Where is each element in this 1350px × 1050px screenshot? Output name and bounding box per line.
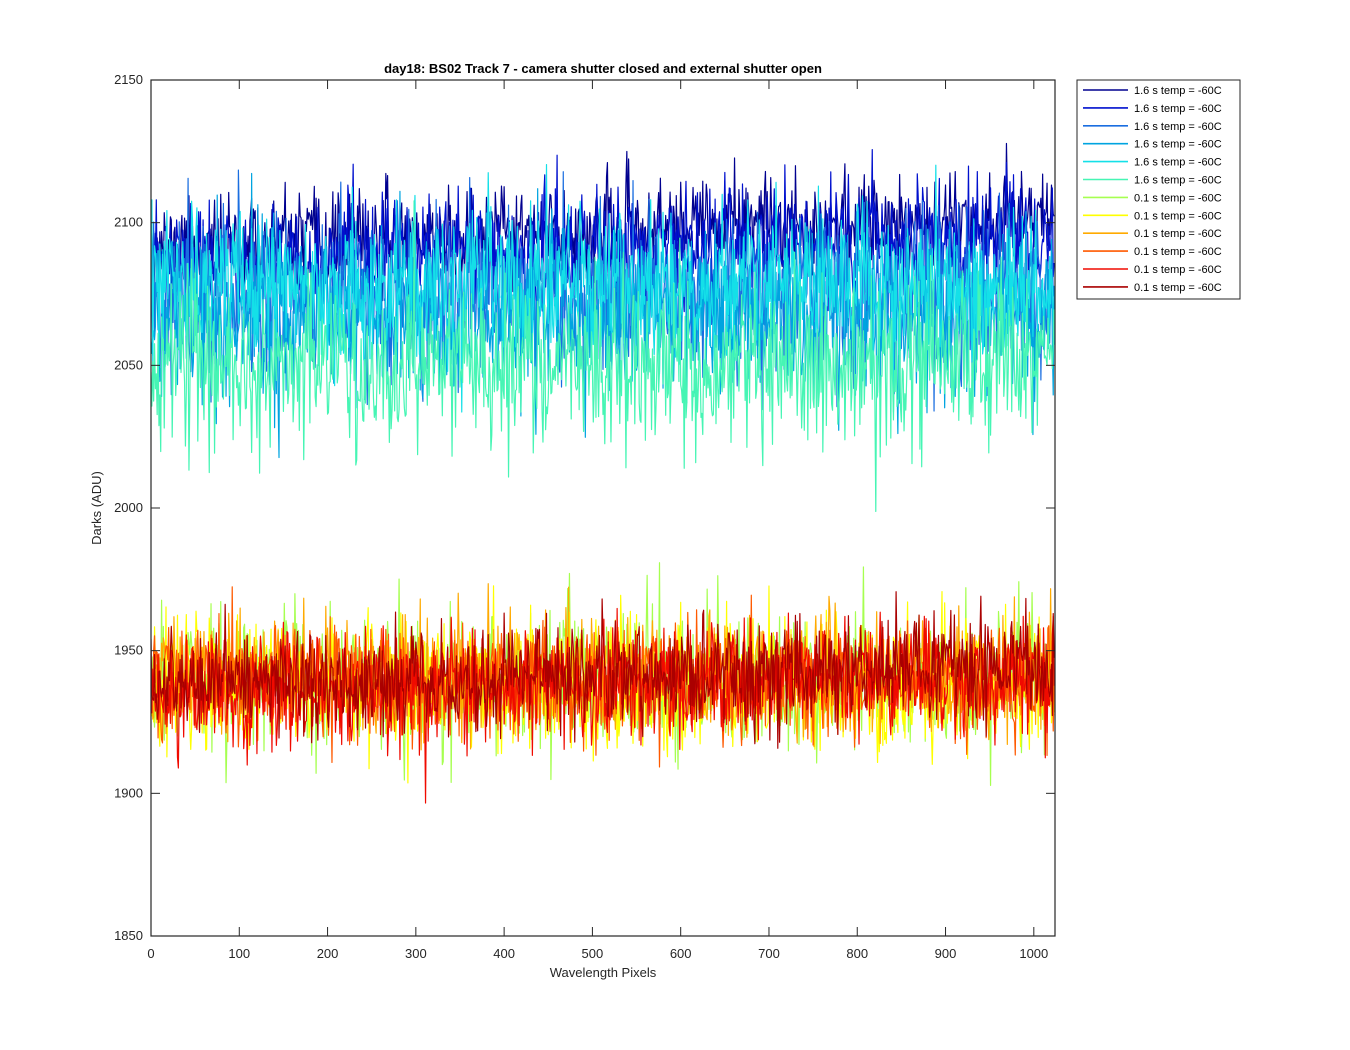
legend-label-10: 0.1 s temp = -60C	[1134, 246, 1222, 258]
legend-label-9: 0.1 s temp = -60C	[1134, 228, 1222, 240]
y-tick-label: 2050	[114, 357, 143, 372]
y-axis: 1850 1900 1950 2000 2050 2100 2150	[114, 72, 1055, 943]
plot-area	[150, 79, 1056, 937]
x-tick-label: 100	[228, 946, 250, 961]
legend-label-6: 1.6 s temp = -60C	[1134, 175, 1222, 187]
x-tick-label: 300	[405, 946, 427, 961]
legend-label-12: 0.1 s temp = -60C	[1134, 282, 1222, 294]
y-axis-label: Darks (ADU)	[89, 471, 104, 545]
y-tick-label: 1950	[114, 643, 143, 658]
y-tick-label: 2100	[114, 215, 143, 230]
x-axis-label: Wavelength Pixels	[550, 965, 657, 980]
series-line-12	[151, 591, 1055, 749]
legend-label-5: 1.6 s temp = -60C	[1134, 157, 1222, 169]
x-tick-label: 500	[582, 946, 604, 961]
x-tick-label: 400	[493, 946, 515, 961]
x-axis: 0 100 200 300 400 500 600 700 800 900 1000	[147, 80, 1048, 961]
legend-box	[1076, 79, 1241, 300]
series-line-6	[151, 200, 1055, 513]
legend-label-8: 0.1 s temp = -60C	[1134, 210, 1222, 222]
x-tick-label: 1000	[1019, 946, 1048, 961]
legend-label-4: 1.6 s temp = -60C	[1134, 139, 1222, 151]
series-group	[151, 142, 1055, 804]
legend-label-1: 1.6 s temp = -60C	[1134, 85, 1222, 97]
y-tick-label: 1900	[114, 785, 143, 800]
legend-label-2: 1.6 s temp = -60C	[1134, 103, 1222, 115]
legend-label-7: 0.1 s temp = -60C	[1134, 192, 1222, 204]
x-tick-label: 600	[670, 946, 692, 961]
x-tick-label: 200	[317, 946, 339, 961]
series-line-4	[151, 172, 1055, 459]
legend-label-3: 1.6 s temp = -60C	[1134, 121, 1222, 133]
chart-title: day18: BS02 Track 7 - camera shutter clo…	[384, 61, 822, 76]
x-tick-label: 900	[935, 946, 957, 961]
y-tick-label: 2000	[114, 500, 143, 515]
series-line-5	[151, 163, 1055, 413]
legend-label-11: 0.1 s temp = -60C	[1134, 264, 1222, 276]
legend: 1.6 s temp = -60C 1.6 s temp = -60C 1.6 s …	[1076, 79, 1241, 300]
x-tick-label: 800	[846, 946, 868, 961]
y-tick-label: 1850	[114, 928, 143, 943]
y-tick-label: 2150	[114, 72, 143, 87]
x-tick-label: 700	[758, 946, 780, 961]
x-tick-label: 0	[147, 946, 154, 961]
